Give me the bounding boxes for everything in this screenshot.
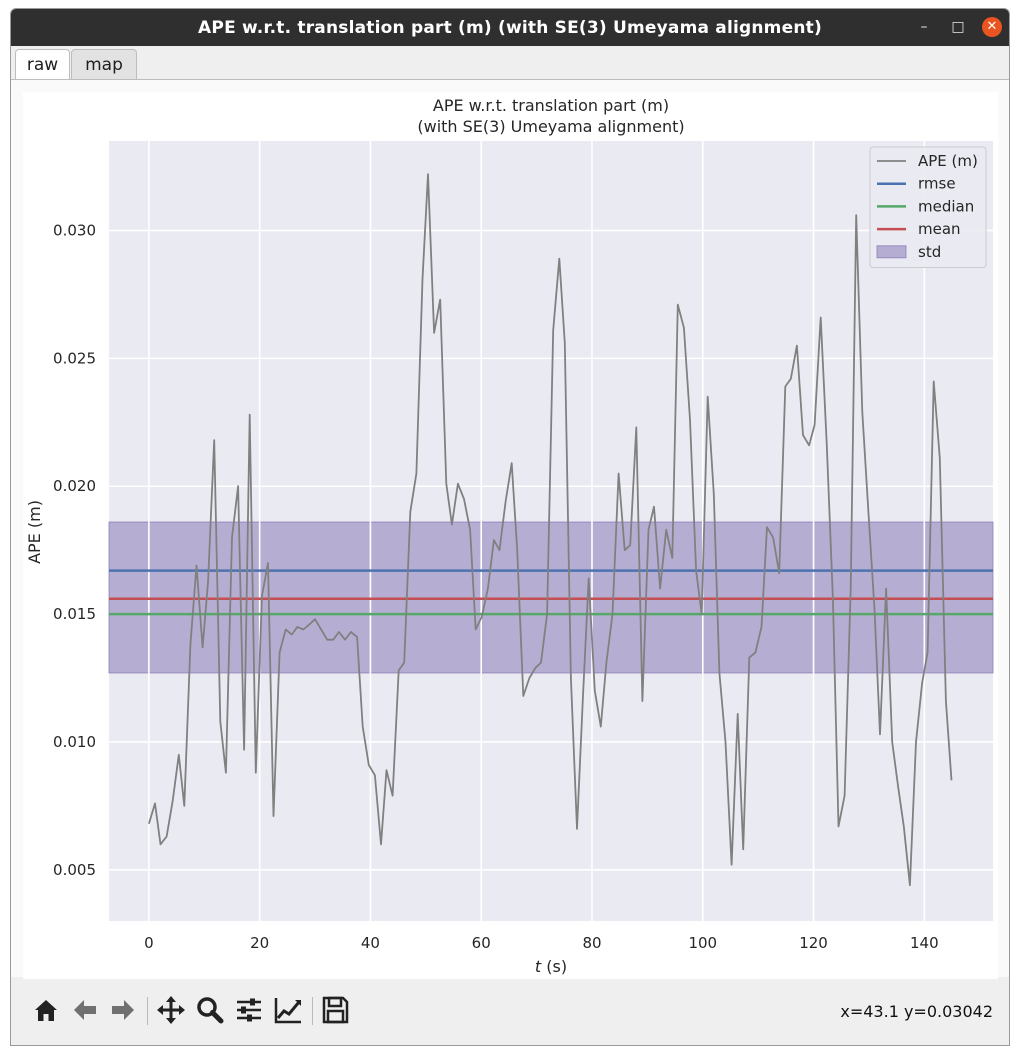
maximize-icon[interactable]: □ <box>951 19 965 35</box>
x-axis-label-var: t <box>535 957 542 976</box>
tab-map[interactable]: map <box>71 49 137 79</box>
forward-arrow-icon[interactable] <box>108 995 138 1025</box>
x-tick-label: 80 <box>582 934 601 952</box>
save-icon[interactable] <box>320 995 350 1025</box>
chart-title-line1: APE w.r.t. translation part (m) <box>433 96 669 115</box>
toolbar-separator <box>312 997 313 1025</box>
tab-raw[interactable]: raw <box>15 49 70 81</box>
legend-label: median <box>918 197 974 215</box>
home-icon[interactable] <box>31 995 61 1025</box>
back-arrow-icon[interactable] <box>70 995 100 1025</box>
y-tick-label: 0.020 <box>53 477 96 495</box>
legend-label: mean <box>918 220 961 238</box>
chart-title-line2: (with SE(3) Umeyama alignment) <box>417 117 684 136</box>
std-band <box>108 521 994 674</box>
x-tick-label: 100 <box>688 934 717 952</box>
legend-label: std <box>918 243 941 261</box>
app-window: APE w.r.t. translation part (m) (with SE… <box>10 8 1010 1046</box>
legend-box <box>869 146 987 268</box>
y-tick-label: 0.005 <box>53 861 96 879</box>
legend-std-patch <box>876 245 907 259</box>
title-bar: APE w.r.t. translation part (m) (with SE… <box>11 9 1009 46</box>
configure-subplots-icon[interactable] <box>234 995 264 1025</box>
pan-icon[interactable] <box>156 995 186 1025</box>
ape-series-line <box>148 173 953 887</box>
x-tick-label: 140 <box>910 934 939 952</box>
toolbar: x=43.1 y=0.03042 <box>11 981 1009 1041</box>
legend: APE (m) rmse median mean std <box>869 146 987 268</box>
y-tick-label: 0.030 <box>53 222 96 240</box>
x-axis-label: t (s) <box>535 957 567 976</box>
ape-chart: 0 20 40 60 80 100 120 140 0.005 0.010 0.015 0.020 0.… <box>25 96 994 976</box>
y-tick-label: 0.010 <box>53 733 96 751</box>
x-tick-label: 0 <box>144 934 154 952</box>
legend-label: APE (m) <box>918 152 978 170</box>
cursor-coordinates: x=43.1 y=0.03042 <box>840 1002 993 1021</box>
zoom-icon[interactable] <box>195 995 225 1025</box>
close-icon[interactable]: ✕ <box>982 17 1002 37</box>
tab-bar: raw map <box>11 46 1009 81</box>
y-tick-label: 0.025 <box>53 349 96 367</box>
toolbar-separator <box>147 997 148 1025</box>
x-axis-label-unit: (s) <box>541 957 567 976</box>
window-title: APE w.r.t. translation part (m) (with SE… <box>198 18 822 38</box>
figure-canvas[interactable]: 0 20 40 60 80 100 120 140 0.005 0.010 0.015 0.020 0.… <box>23 92 998 979</box>
x-tick-label: 40 <box>361 934 380 952</box>
edit-axes-icon[interactable] <box>273 995 303 1025</box>
x-tick-label: 60 <box>472 934 491 952</box>
legend-label: rmse <box>918 175 956 193</box>
y-axis-label: APE (m) <box>25 500 44 564</box>
minimize-icon[interactable]: – <box>920 19 928 35</box>
x-tick-label: 120 <box>799 934 828 952</box>
tab-panel: 0 20 40 60 80 100 120 140 0.005 0.010 0.015 0.020 0.… <box>11 79 1009 979</box>
x-tick-label: 20 <box>250 934 269 952</box>
y-tick-label: 0.015 <box>53 605 96 623</box>
